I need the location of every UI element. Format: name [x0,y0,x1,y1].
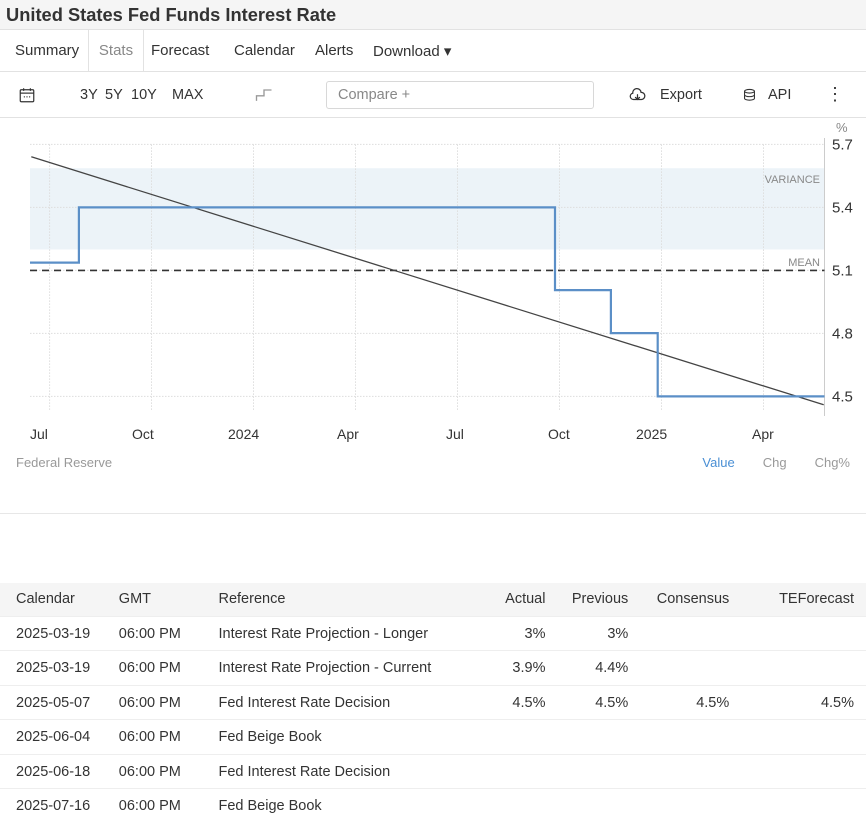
svg-text:Apr: Apr [752,426,774,442]
svg-text:Jul: Jul [30,426,48,442]
svg-text:%: % [836,120,848,135]
svg-text:4.8: 4.8 [832,326,853,343]
svg-text:Oct: Oct [132,426,154,442]
svg-text:5.4: 5.4 [832,200,853,217]
svg-text:2025: 2025 [636,426,667,442]
svg-text:4.5: 4.5 [832,389,853,406]
svg-text:5.1: 5.1 [832,263,853,280]
svg-text:MEAN: MEAN [788,257,820,269]
svg-text:Apr: Apr [337,426,359,442]
svg-text:Oct: Oct [548,426,570,442]
svg-text:5.7: 5.7 [832,137,853,154]
svg-text:2024: 2024 [228,426,259,442]
svg-text:Jul: Jul [446,426,464,442]
svg-text:VARIANCE: VARIANCE [765,174,820,186]
